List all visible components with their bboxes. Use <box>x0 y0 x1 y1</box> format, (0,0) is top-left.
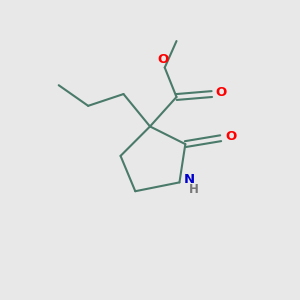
Text: O: O <box>158 53 169 66</box>
Text: N: N <box>184 173 195 186</box>
Text: O: O <box>225 130 236 143</box>
Text: O: O <box>215 86 226 99</box>
Text: H: H <box>189 183 199 196</box>
